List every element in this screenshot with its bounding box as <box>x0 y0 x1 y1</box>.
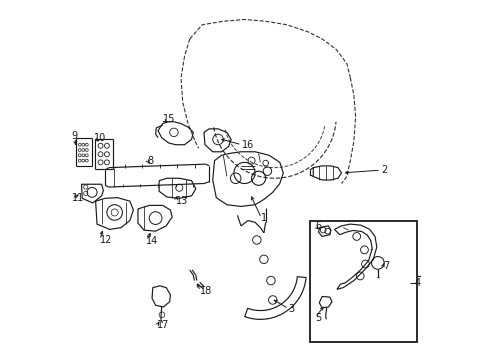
Text: 1: 1 <box>261 213 267 223</box>
Text: 11: 11 <box>71 193 84 203</box>
Bar <box>309 221 417 342</box>
Text: 3: 3 <box>288 304 294 314</box>
Text: 10: 10 <box>93 133 105 143</box>
Text: 5: 5 <box>314 312 321 323</box>
Text: 2: 2 <box>380 165 386 175</box>
Text: 14: 14 <box>146 236 158 246</box>
Text: 6: 6 <box>314 221 321 231</box>
Text: 17: 17 <box>157 320 169 330</box>
Text: 16: 16 <box>241 140 253 150</box>
Text: 18: 18 <box>200 286 212 296</box>
Text: 7: 7 <box>383 261 388 271</box>
Text: 4: 4 <box>413 278 419 288</box>
Text: 12: 12 <box>100 235 112 245</box>
Text: 8: 8 <box>147 156 153 166</box>
Text: 9: 9 <box>71 131 78 141</box>
Text: 15: 15 <box>163 114 175 124</box>
Text: 13: 13 <box>175 196 187 206</box>
